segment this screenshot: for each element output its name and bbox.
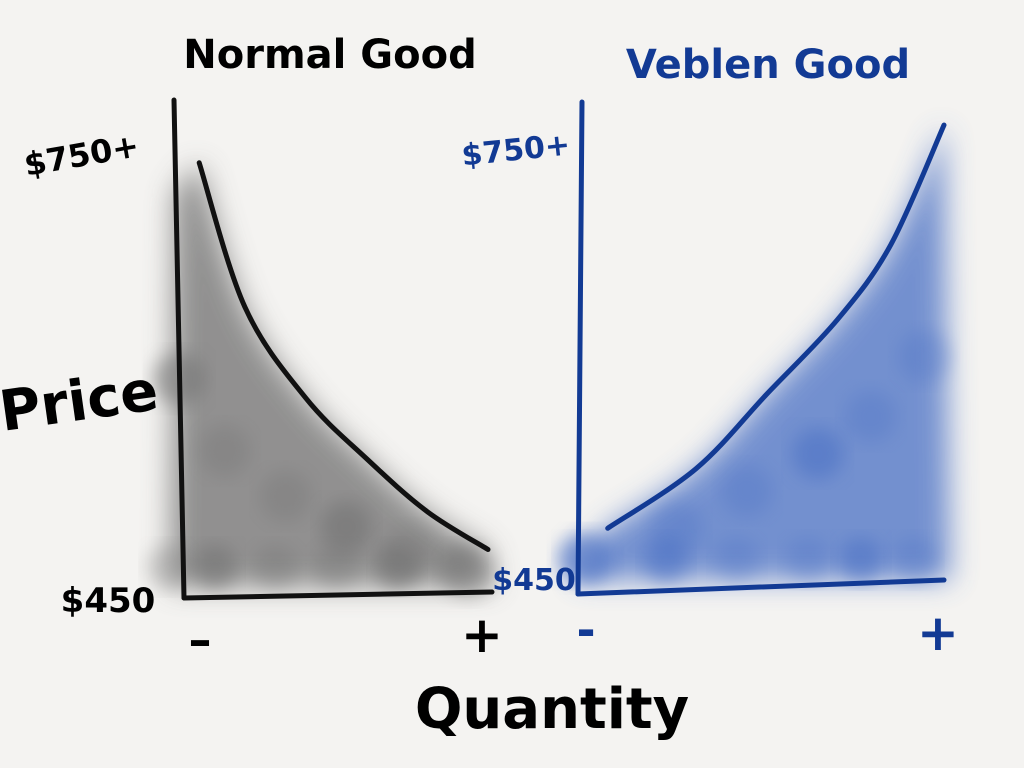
veblen-good-y-axis	[575, 99, 585, 597]
shade-blob	[436, 545, 480, 589]
y-axis-label: Price	[0, 358, 162, 445]
shade-blob	[898, 330, 950, 383]
shade-blob	[844, 390, 897, 443]
normal-good-demand-curve	[196, 160, 491, 552]
shade-blob	[375, 545, 420, 589]
normal-good-y-axis	[171, 97, 187, 601]
shade-blob	[259, 470, 312, 523]
veblen-good-x-tick-plus: +	[917, 604, 959, 662]
veblen-good-demand-curve	[605, 122, 947, 531]
shade-blob	[892, 538, 936, 582]
normal-good-shaded-area	[170, 162, 494, 587]
normal-good-y-tick-high: $750+	[21, 126, 142, 184]
shade-blob	[198, 424, 251, 477]
normal-good-x-tick-minus: –	[189, 613, 212, 667]
x-axis-label: Quantity	[415, 677, 689, 742]
shade-blob	[785, 538, 830, 582]
shade-blob	[838, 538, 883, 582]
shade-blob	[147, 545, 192, 589]
shade-blob	[791, 427, 844, 480]
normal-good-title: Normal Good	[183, 32, 476, 78]
shade-blob	[721, 464, 773, 517]
shade-blob	[320, 500, 373, 553]
veblen-good-x-axis	[575, 577, 947, 597]
shade-blob	[253, 545, 298, 589]
shade-blob	[314, 545, 359, 589]
shade-blob	[192, 545, 237, 589]
normal-good-shade-blobs	[147, 352, 494, 599]
normal-good-y-tick-low: $450	[61, 581, 156, 621]
veblen-good-panel: Veblen Good $750+ $450 - +	[460, 42, 959, 662]
veblen-good-x-tick-minus: -	[576, 603, 595, 657]
normal-good-x-axis	[181, 589, 495, 601]
veblen-good-shaded-area	[576, 125, 950, 581]
normal-good-x-tick-plus: +	[461, 606, 503, 664]
shade-blob	[644, 538, 689, 582]
veblen-good-title: Veblen Good	[626, 42, 910, 88]
shade-blob	[715, 538, 759, 582]
veblen-good-y-tick-high: $750+	[460, 127, 572, 173]
veblen-good-y-tick-low: $450	[492, 563, 576, 598]
normal-good-panel: Normal Good $750+ $450 Price – +	[0, 32, 503, 667]
